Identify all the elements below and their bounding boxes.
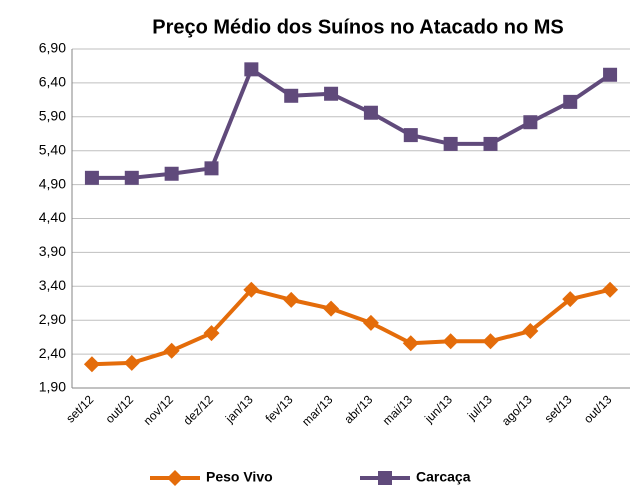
x-tick-label: set/13 bbox=[542, 392, 575, 425]
series-line bbox=[91, 287, 611, 367]
x-tick-label: nov/12 bbox=[141, 392, 177, 428]
x-tick-label: abr/13 bbox=[341, 392, 375, 426]
data-point bbox=[522, 323, 539, 340]
x-tick-label: mar/13 bbox=[299, 392, 336, 429]
y-tick-label: 3,40 bbox=[39, 277, 66, 293]
x-tick-label: jun/13 bbox=[421, 392, 455, 426]
legend-marker bbox=[378, 471, 392, 485]
x-tick-label: fev/13 bbox=[263, 392, 296, 425]
y-tick-label: 2,40 bbox=[39, 345, 66, 361]
data-point bbox=[363, 105, 378, 120]
y-tick-label: 1,90 bbox=[39, 379, 66, 395]
data-point bbox=[84, 170, 99, 185]
data-point bbox=[123, 354, 140, 371]
x-tick-label: jul/13 bbox=[464, 392, 495, 423]
data-point bbox=[523, 115, 538, 130]
data-point bbox=[164, 166, 179, 181]
data-point bbox=[602, 281, 619, 298]
legend-label: Carcaça bbox=[416, 469, 471, 485]
y-tick-label: 4,90 bbox=[39, 175, 66, 191]
x-tick-label: out/12 bbox=[103, 392, 137, 426]
y-tick-label: 6,90 bbox=[39, 40, 66, 56]
x-tick-label: mai/13 bbox=[380, 392, 416, 428]
y-tick-label: 5,90 bbox=[39, 108, 66, 124]
x-tick-label: ago/13 bbox=[499, 392, 535, 428]
x-tick-label: jan/13 bbox=[222, 392, 256, 426]
data-point bbox=[124, 170, 139, 185]
data-point bbox=[403, 128, 418, 143]
data-point bbox=[323, 300, 340, 317]
y-tick-label: 3,90 bbox=[39, 243, 66, 259]
data-point bbox=[443, 136, 458, 151]
x-tick-label: set/12 bbox=[63, 392, 96, 425]
data-point bbox=[203, 325, 220, 342]
y-tick-label: 4,40 bbox=[39, 209, 66, 225]
legend-marker bbox=[167, 470, 183, 486]
y-tick-label: 2,90 bbox=[39, 311, 66, 327]
x-tick-label: dez/12 bbox=[180, 392, 216, 428]
data-point bbox=[284, 88, 299, 103]
legend-label: Peso Vivo bbox=[206, 469, 273, 485]
data-point bbox=[163, 342, 180, 359]
data-point bbox=[402, 335, 419, 352]
x-tick-label: out/13 bbox=[581, 392, 615, 426]
data-point bbox=[482, 333, 499, 350]
data-point bbox=[204, 161, 219, 176]
y-tick-label: 6,40 bbox=[39, 74, 66, 90]
data-point bbox=[563, 94, 578, 109]
data-point bbox=[562, 291, 579, 308]
data-point bbox=[244, 62, 259, 77]
chart-title: Preço Médio dos Suínos no Atacado no MS bbox=[152, 16, 564, 38]
data-point bbox=[603, 67, 618, 82]
data-point bbox=[283, 291, 300, 308]
data-point bbox=[243, 281, 260, 298]
data-point bbox=[83, 356, 100, 373]
data-point bbox=[442, 333, 459, 350]
data-point bbox=[362, 314, 379, 331]
data-point bbox=[483, 136, 498, 151]
data-point bbox=[324, 86, 339, 101]
y-tick-label: 5,40 bbox=[39, 141, 66, 157]
